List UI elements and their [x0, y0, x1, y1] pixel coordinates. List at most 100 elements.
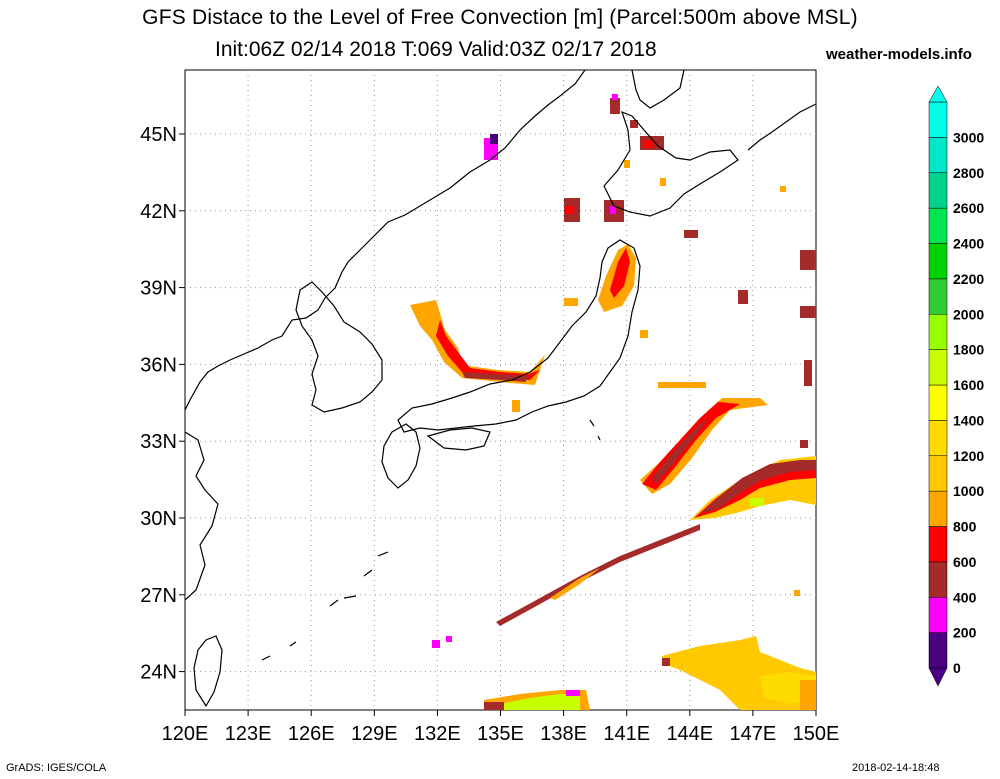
- colorbar-label: 1000: [953, 483, 984, 499]
- footer-timestamp: 2018-02-14-18:48: [852, 762, 940, 774]
- shade-dot6: [794, 590, 800, 596]
- tick-label-lon: 138E: [540, 723, 587, 745]
- tick-label-lat: 45N: [140, 124, 177, 146]
- colorbar-label: 2600: [953, 200, 984, 216]
- colorbar-label: 1200: [953, 448, 984, 464]
- tick-label-lon: 135E: [477, 723, 524, 745]
- coastline-taiwan: [193, 635, 223, 708]
- shade-tohoku-w: [564, 298, 578, 306]
- tick-label-lon: 123E: [225, 723, 272, 745]
- colorbar-swatch: [928, 314, 948, 350]
- tick-label-lon: 150E: [793, 723, 840, 745]
- colorbar-label: 1400: [953, 412, 984, 428]
- shade-bottom-mag: [566, 690, 580, 696]
- shade-dot10: [624, 160, 630, 168]
- shade-east3: [800, 306, 816, 318]
- coastline-ryukyu: [261, 551, 389, 661]
- tick-label-lat: 33N: [140, 431, 177, 453]
- coastline-hokkaido: [603, 110, 739, 217]
- coastline-sakhalin: [631, 70, 685, 109]
- shade-east4: [738, 290, 748, 304]
- shade-front1-top: [658, 382, 706, 388]
- shade-dot2: [446, 636, 452, 642]
- tick-label-lon: 129E: [351, 723, 398, 745]
- colorbar-swatch: [928, 207, 948, 244]
- colorbar-swatch: [928, 526, 948, 563]
- coastlines: [185, 70, 816, 708]
- coastline-kyushu: [381, 423, 421, 489]
- shade-north1b: [612, 94, 618, 100]
- coastline-honshu: [397, 239, 641, 433]
- colorbar-min-arrow: [928, 667, 948, 687]
- coastline-mainland: [185, 70, 586, 411]
- colorbar-label: 1600: [953, 377, 984, 393]
- chart-subtitle: Init:06Z 02/14 2018 T:069 Valid:03Z 02/1…: [215, 38, 657, 61]
- colorbar-max-arrow: [928, 85, 948, 103]
- coastline-izu: [589, 419, 601, 441]
- coastline-china: [185, 431, 219, 601]
- shade-ocean-se-core2: [700, 460, 816, 514]
- colorbar-label: 2200: [953, 271, 984, 287]
- colorbar-label: 2800: [953, 165, 984, 181]
- tick-label-lon: 126E: [288, 723, 335, 745]
- shade-dot8: [804, 360, 812, 386]
- tick-label-lat: 27N: [140, 585, 177, 607]
- tick-label-lon: 141E: [603, 723, 650, 745]
- shade-hokkaido-sw2: [566, 206, 574, 214]
- tick-label-lat: 42N: [140, 201, 177, 223]
- colorbar-swatch: [928, 172, 948, 209]
- colorbar-swatch: [928, 137, 948, 173]
- colorbar-swatch: [928, 384, 948, 421]
- site-label: weather-models.info: [826, 46, 972, 63]
- tick-label-lon: 120E: [162, 723, 209, 745]
- colorbar-swatch: [928, 490, 948, 527]
- shade-dot7: [800, 440, 808, 448]
- coastline-shikoku: [426, 427, 491, 451]
- shade-east1: [684, 230, 698, 238]
- colorbar-swatch: [928, 349, 948, 386]
- colorbar-swatch: [928, 561, 948, 598]
- tick-label-lon: 144E: [666, 723, 713, 745]
- footer-software: GrADS: IGES/COLA: [6, 762, 107, 774]
- colorbar-swatch: [928, 632, 948, 669]
- shade-ocean-se-green: [750, 498, 764, 506]
- shade-vladivostok2: [490, 134, 498, 144]
- colorbar: 0 200 400 600 800 1000 1200 1400 1600 1800 2000 220…: [928, 85, 984, 687]
- shade-front2b: [550, 568, 600, 600]
- shade-dot5: [780, 186, 786, 192]
- shade-south-orange: [800, 680, 816, 710]
- colorbar-label: 200: [953, 625, 977, 641]
- colorbar-swatch: [928, 243, 948, 280]
- colorbar-label: 400: [953, 589, 977, 605]
- colorbar-label: 0: [953, 660, 961, 676]
- colorbar-label: 1800: [953, 342, 984, 358]
- colorbar-label: 600: [953, 554, 977, 570]
- colorbar-swatch: [928, 101, 948, 138]
- colorbar-label: 3000: [953, 129, 984, 145]
- shade-dot9: [660, 178, 666, 186]
- shade-sea-of-japan-core: [436, 320, 540, 380]
- tick-label-lat: 30N: [140, 508, 177, 530]
- axis-ticks: 120E 123E 126E 129E 132E 135E 138E 141E 144E 147E…: [140, 124, 839, 745]
- shade-south-brown: [662, 658, 670, 666]
- colorbar-swatch: [928, 420, 948, 456]
- shade-bottom-green: [500, 694, 580, 710]
- coastline-korea: [295, 281, 383, 413]
- shade-front2: [496, 524, 700, 626]
- colorbar-swatch: [928, 597, 948, 633]
- shade-tohoku-core: [610, 248, 630, 298]
- tick-label-lon: 132E: [414, 723, 461, 745]
- shade-north3b: [644, 140, 654, 148]
- coastline-kurils: [747, 103, 816, 151]
- colorbar-label: 2400: [953, 236, 984, 252]
- tick-label-lat: 36N: [140, 354, 177, 376]
- colorbar-swatch: [928, 455, 948, 492]
- shade-dot4: [640, 330, 648, 338]
- tick-label-lat: 39N: [140, 278, 177, 300]
- shade-north1: [610, 98, 620, 114]
- colorbar-swatch: [928, 278, 948, 315]
- shade-east2: [800, 250, 816, 270]
- shade-front1-core2: [652, 416, 710, 484]
- chart-title: GFS Distace to the Level of Free Convect…: [142, 6, 858, 29]
- shade-bottom-brown: [484, 702, 504, 710]
